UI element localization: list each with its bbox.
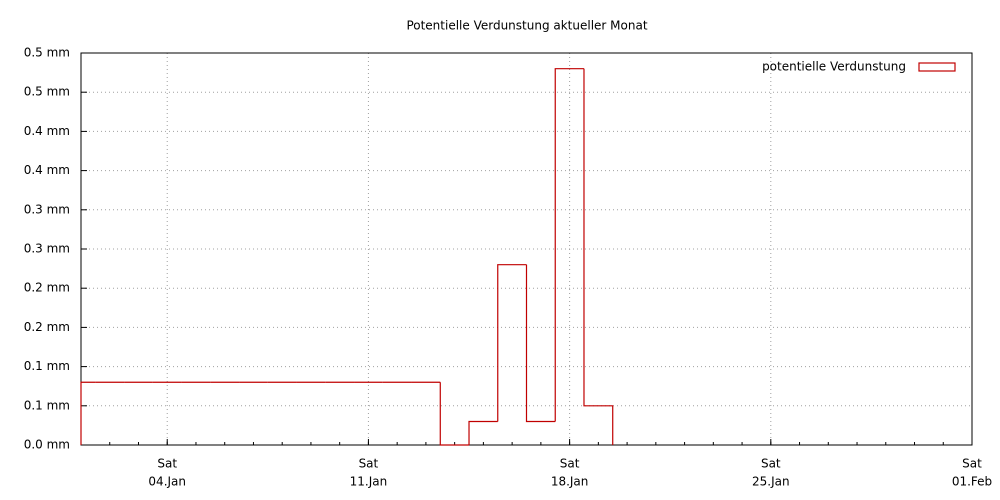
- step: [439, 382, 470, 446]
- x-tick-label: 11.Jan: [350, 475, 388, 489]
- step: [468, 420, 498, 445]
- y-tick-label: 0.5 mm: [24, 85, 70, 99]
- x-tick-weekday: Sat: [359, 457, 379, 471]
- step: [525, 264, 556, 423]
- x-tick-label: 25.Jan: [752, 475, 790, 489]
- y-tick-label: 0.3 mm: [24, 242, 70, 256]
- x-tick-label: 04.Jan: [148, 475, 186, 489]
- y-tick-label: 0.5 mm: [24, 46, 70, 60]
- plot-frame: [80, 52, 973, 446]
- step: [554, 68, 584, 422]
- x-tick-weekday: Sat: [560, 457, 580, 471]
- step: [583, 68, 614, 445]
- y-tick-label: 0.1 mm: [24, 398, 70, 412]
- y-tick-label: 0.1 mm: [24, 359, 70, 373]
- x-tick-label: 18.Jan: [551, 475, 589, 489]
- y-tick-label: 0.2 mm: [24, 281, 70, 295]
- legend-label: potentielle Verdunstung: [762, 60, 906, 74]
- y-tick-label: 0.3 mm: [24, 202, 70, 216]
- legend-swatch: [918, 62, 956, 72]
- y-tick-label: 0.4 mm: [24, 163, 70, 177]
- chart-title: Potentielle Verdunstung aktueller Monat: [406, 19, 647, 33]
- x-tick-weekday: Sat: [962, 457, 982, 471]
- x-tick-weekday: Sat: [761, 457, 781, 471]
- y-tick-label: 0.4 mm: [24, 124, 70, 138]
- y-tick-label: 0.2 mm: [24, 320, 70, 334]
- x-tick-label: 01.Feb: [952, 475, 992, 489]
- step: [80, 381, 96, 445]
- x-tick-weekday: Sat: [157, 457, 177, 471]
- y-tick-label: 0.0 mm: [24, 438, 70, 452]
- step: [497, 264, 527, 422]
